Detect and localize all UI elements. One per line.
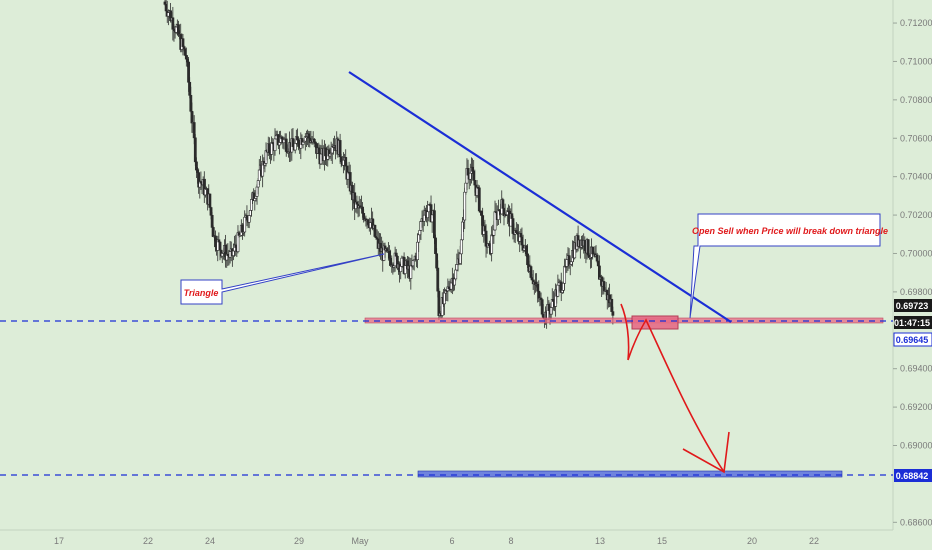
arrowhead-icon <box>682 431 730 474</box>
last-price-text: 0.69723 <box>896 301 929 311</box>
candle <box>477 185 481 213</box>
y-tick-label: 0.70600 <box>900 133 932 143</box>
candle-body <box>218 241 222 251</box>
y-tick-label: 0.71000 <box>900 56 932 66</box>
candle-body <box>436 267 440 292</box>
x-tick-label: May <box>351 536 369 546</box>
x-tick-label: 22 <box>143 536 153 546</box>
x-tick-label: 17 <box>54 536 64 546</box>
support-level-text: 0.69645 <box>896 335 929 345</box>
sell-callout-box <box>689 213 881 319</box>
x-tick-label: 22 <box>809 536 819 546</box>
x-tick-label: 15 <box>657 536 667 546</box>
candle-body <box>488 243 491 247</box>
candle-body <box>208 193 212 208</box>
y-tick-label: 0.68600 <box>900 517 932 527</box>
candle-body <box>583 240 587 251</box>
target-zone <box>417 470 843 478</box>
y-tick-label: 0.69400 <box>900 364 932 374</box>
y-tick-label: 0.70000 <box>900 248 932 258</box>
last-price-badge <box>894 299 932 312</box>
candle-body <box>611 311 615 316</box>
candle-body <box>473 180 477 186</box>
y-tick-label: 0.70400 <box>900 172 932 182</box>
x-tick-label: 6 <box>449 536 454 546</box>
price-axis[interactable]: 0.71200 0.71000 0.70800 0.70600 0.70400 0.702… <box>893 18 932 527</box>
candlestick-series <box>163 0 615 329</box>
candle-body <box>595 254 599 262</box>
sell-note: Open Sell when Price will break down tri… <box>692 226 888 236</box>
candle-body <box>459 239 463 255</box>
x-tick-label: 13 <box>595 536 605 546</box>
candle-body <box>432 210 436 239</box>
y-tick-label: 0.69800 <box>900 287 932 297</box>
candle-body <box>463 191 467 221</box>
descending-trendline <box>348 71 732 323</box>
y-tick-label: 0.69200 <box>900 402 932 412</box>
candle-body <box>477 187 481 212</box>
x-tick-label: 8 <box>508 536 513 546</box>
x-tick-label: 24 <box>205 536 215 546</box>
candle-body <box>586 239 590 256</box>
countdown-badge <box>894 316 932 329</box>
x-tick-label: 29 <box>294 536 304 546</box>
triangle-label: Triangle <box>184 288 219 298</box>
countdown-text: 01:47:15 <box>894 318 930 328</box>
target-level-badge <box>894 469 932 482</box>
y-tick-label: 0.69000 <box>900 441 932 451</box>
projection-arrow-path <box>620 303 725 473</box>
y-tick-label: 0.70200 <box>900 210 932 220</box>
target-level-text: 0.68842 <box>896 471 929 481</box>
time-axis[interactable]: 17 22 24 29 May 6 8 13 15 20 22 <box>54 536 819 546</box>
x-tick-label: 20 <box>747 536 757 546</box>
candle-body <box>501 199 505 209</box>
candle-body <box>454 269 458 280</box>
candle-body <box>273 138 277 151</box>
support-level-badge <box>893 332 932 347</box>
candle-body <box>247 215 251 223</box>
breakout-zone <box>631 315 679 330</box>
y-tick-label: 0.71200 <box>900 18 932 28</box>
y-tick-label: 0.70800 <box>900 95 932 105</box>
triangle-callout-box <box>180 253 385 305</box>
